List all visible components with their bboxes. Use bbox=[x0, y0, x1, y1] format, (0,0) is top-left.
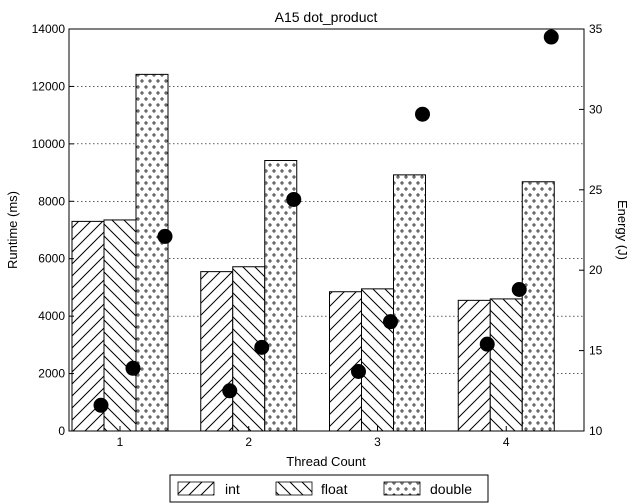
plot-frame bbox=[68, 28, 585, 432]
bar-double-1 bbox=[135, 73, 169, 432]
energy-point-double-2 bbox=[286, 191, 302, 207]
y2-axis-label: Energy (J) bbox=[615, 200, 627, 260]
legend-label-double: double bbox=[430, 481, 472, 497]
x-axis-label: Thread Count bbox=[286, 454, 366, 469]
bar-int-4 bbox=[457, 299, 491, 432]
y2-tick-label-20: 20 bbox=[589, 263, 603, 277]
y-tick-label-10000: 10000 bbox=[32, 137, 66, 151]
chart-title: A15 dot_product bbox=[275, 9, 378, 25]
legend-frame bbox=[169, 474, 489, 503]
bar-double-4 bbox=[521, 181, 555, 432]
y2-tick-label-35: 35 bbox=[589, 22, 603, 36]
energy-point-int-3 bbox=[351, 364, 366, 380]
bar-double-3 bbox=[393, 174, 426, 432]
legend: int float double bbox=[169, 474, 489, 503]
energy-point-float-3 bbox=[383, 314, 398, 330]
y2-tick-label-10: 10 bbox=[589, 424, 603, 438]
legend-swatch-int bbox=[177, 481, 215, 496]
energy-point-int-2 bbox=[222, 383, 238, 399]
energy-point-double-1 bbox=[157, 228, 173, 244]
y-tick-label-2000: 2000 bbox=[38, 367, 65, 381]
legend-label-float: float bbox=[321, 481, 348, 497]
energy-point-double-4 bbox=[543, 29, 559, 45]
bar-int-3 bbox=[329, 291, 362, 432]
bar-int-1 bbox=[71, 220, 105, 432]
y2-axis-ticks: 10 15 20 25 30 35 bbox=[579, 22, 603, 438]
y-axis-label: Runtime (ms) bbox=[5, 191, 20, 269]
bars bbox=[71, 73, 555, 432]
y2-tick-label-30: 30 bbox=[589, 102, 603, 116]
y-axis-ticks: 0 2000 4000 6000 8000 10000 12000 14000 bbox=[32, 22, 74, 438]
legend-swatch-float bbox=[275, 481, 313, 496]
x-axis-ticks: 1 2 3 4 bbox=[117, 426, 510, 449]
energy-point-float-2 bbox=[254, 339, 270, 355]
x-tick-label-4: 4 bbox=[503, 435, 510, 449]
y-tick-label-8000: 8000 bbox=[38, 194, 65, 208]
legend-swatch-double bbox=[383, 481, 421, 496]
energy-point-float-4 bbox=[511, 281, 527, 297]
legend-label-int: int bbox=[225, 481, 240, 497]
x-tick-label-1: 1 bbox=[117, 435, 124, 449]
bar-int-2 bbox=[200, 271, 234, 432]
y-tick-label-4000: 4000 bbox=[38, 309, 65, 323]
y-tick-label-14000: 14000 bbox=[32, 22, 66, 36]
y2-tick-label-25: 25 bbox=[589, 183, 603, 197]
energy-point-float-1 bbox=[125, 360, 141, 376]
energy-point-int-1 bbox=[93, 397, 109, 413]
y-tick-label-0: 0 bbox=[58, 424, 65, 438]
energy-points bbox=[93, 29, 559, 413]
x-tick-label-2: 2 bbox=[245, 435, 252, 449]
energy-point-int-4 bbox=[479, 336, 495, 352]
x-tick-label-3: 3 bbox=[374, 435, 381, 449]
bar-float-3 bbox=[361, 288, 394, 432]
y-tick-label-6000: 6000 bbox=[38, 252, 65, 266]
energy-point-double-3 bbox=[415, 106, 430, 122]
bar-float-1 bbox=[103, 219, 137, 432]
y2-tick-label-15: 15 bbox=[589, 344, 603, 358]
y-tick-label-12000: 12000 bbox=[32, 79, 66, 93]
bar-float-4 bbox=[489, 298, 523, 432]
